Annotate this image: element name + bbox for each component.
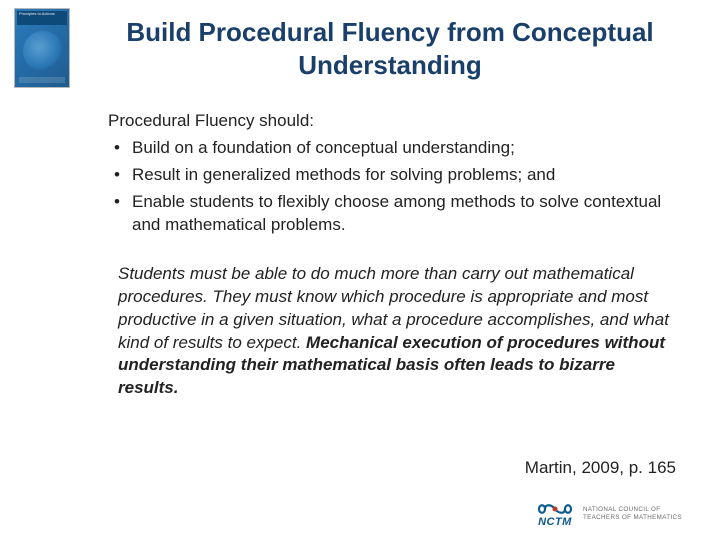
nctm-tagline: NATIONAL COUNCIL OF TEACHERS OF MATHEMAT… <box>583 506 682 522</box>
book-cover-graphic <box>23 31 63 71</box>
book-cover-footer <box>19 77 65 83</box>
nctm-logo-mark: NCTM <box>535 500 575 528</box>
tagline-line-1: NATIONAL COUNCIL OF <box>583 506 682 514</box>
book-cover-thumbnail: Principles to Actions <box>14 8 70 88</box>
lead-text: Procedural Fluency should: <box>108 110 678 133</box>
bullet-list: Build on a foundation of conceptual unde… <box>108 137 678 237</box>
slide-body: Procedural Fluency should: Build on a fo… <box>108 110 678 400</box>
bullet-item: Build on a foundation of conceptual unde… <box>108 137 678 160</box>
book-cover-header: Principles to Actions <box>17 11 67 25</box>
block-quote: Students must be able to do much more th… <box>118 263 678 401</box>
citation: Martin, 2009, p. 165 <box>525 458 676 478</box>
tagline-line-2: TEACHERS OF MATHEMATICS <box>583 514 682 522</box>
bullet-item: Result in generalized methods for solvin… <box>108 164 678 187</box>
bullet-item: Enable students to flexibly choose among… <box>108 191 678 237</box>
slide-title: Build Procedural Fluency from Conceptual… <box>100 16 680 81</box>
footer-logo: NCTM NATIONAL COUNCIL OF TEACHERS OF MAT… <box>535 500 682 528</box>
book-cover-header-text: Principles to Actions <box>17 11 67 17</box>
nctm-acronym: NCTM <box>538 516 572 528</box>
